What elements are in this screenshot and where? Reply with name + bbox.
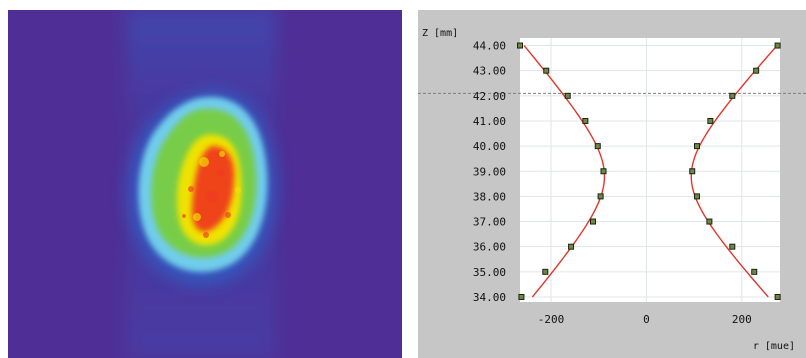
y-tick-label: 41.00: [473, 115, 506, 128]
right-caustic-point: [707, 117, 714, 124]
x-tick-label: 200: [732, 313, 752, 326]
beam-caustic-plot: Z [mm] 44.00 43.00 42.00 41.00 40.00 39.00 38.0…: [418, 10, 806, 358]
left-caustic-point: [517, 42, 523, 49]
beam-speckle: [199, 157, 209, 167]
y-tick-label: 34.00: [473, 291, 506, 304]
right-caustic-point: [729, 243, 736, 250]
beam-speckle: [188, 186, 194, 192]
left-caustic-point: [600, 168, 607, 175]
right-caustic-point: [693, 193, 700, 200]
right-caustic-point: [751, 268, 758, 275]
beam-speckle: [219, 151, 225, 157]
beam-intensity-map: [8, 10, 402, 358]
beam-speckle: [193, 213, 201, 221]
left-caustic-point: [597, 193, 604, 200]
x-axis-label: r [mue]: [753, 341, 795, 352]
beam-intensity-profile: [8, 10, 402, 358]
right-caustic-point: [689, 168, 696, 175]
right-caustic-point: [774, 293, 781, 300]
right-caustic-point: [753, 67, 760, 74]
y-tick-label: 44.00: [473, 40, 506, 53]
beam-speckle: [206, 191, 218, 203]
left-caustic-point: [582, 117, 589, 124]
left-caustic-point: [543, 67, 550, 74]
y-tick-label: 40.00: [473, 140, 506, 153]
x-tick-label: -200: [538, 313, 565, 326]
right-caustic-point: [706, 218, 713, 225]
right-caustic-point: [729, 92, 736, 99]
x-tick-label: 0: [643, 313, 650, 326]
y-tick-label: 38.00: [473, 190, 506, 203]
left-caustic-point: [568, 243, 575, 250]
beam-peak-region: [191, 146, 235, 232]
left-caustic-point: [518, 293, 525, 300]
left-caustic-point: [564, 92, 571, 99]
beam-speckle: [217, 169, 225, 177]
beam-speckle: [225, 212, 231, 218]
right-caustic-point: [774, 42, 781, 49]
y-tick-label: 39.00: [473, 165, 506, 178]
y-tick-label: 35.00: [473, 266, 506, 279]
y-tick-label: 42.00: [473, 90, 506, 103]
left-caustic-point: [542, 268, 549, 275]
y-tick-label: 43.00: [473, 65, 506, 78]
y-tick-label: 37.00: [473, 216, 506, 229]
beam-speckle: [203, 232, 209, 238]
y-tick-label: 36.00: [473, 241, 506, 254]
left-caustic-point: [594, 143, 601, 150]
right-caustic-point: [693, 143, 700, 150]
beam-speckle: [235, 187, 241, 193]
beam-speckle: [182, 214, 186, 218]
left-caustic-point: [589, 218, 596, 225]
y-axis-label: Z [mm]: [422, 28, 458, 39]
caustic-chart: Z [mm] 44.00 43.00 42.00 41.00 40.00 39.00 38.0…: [418, 10, 806, 358]
